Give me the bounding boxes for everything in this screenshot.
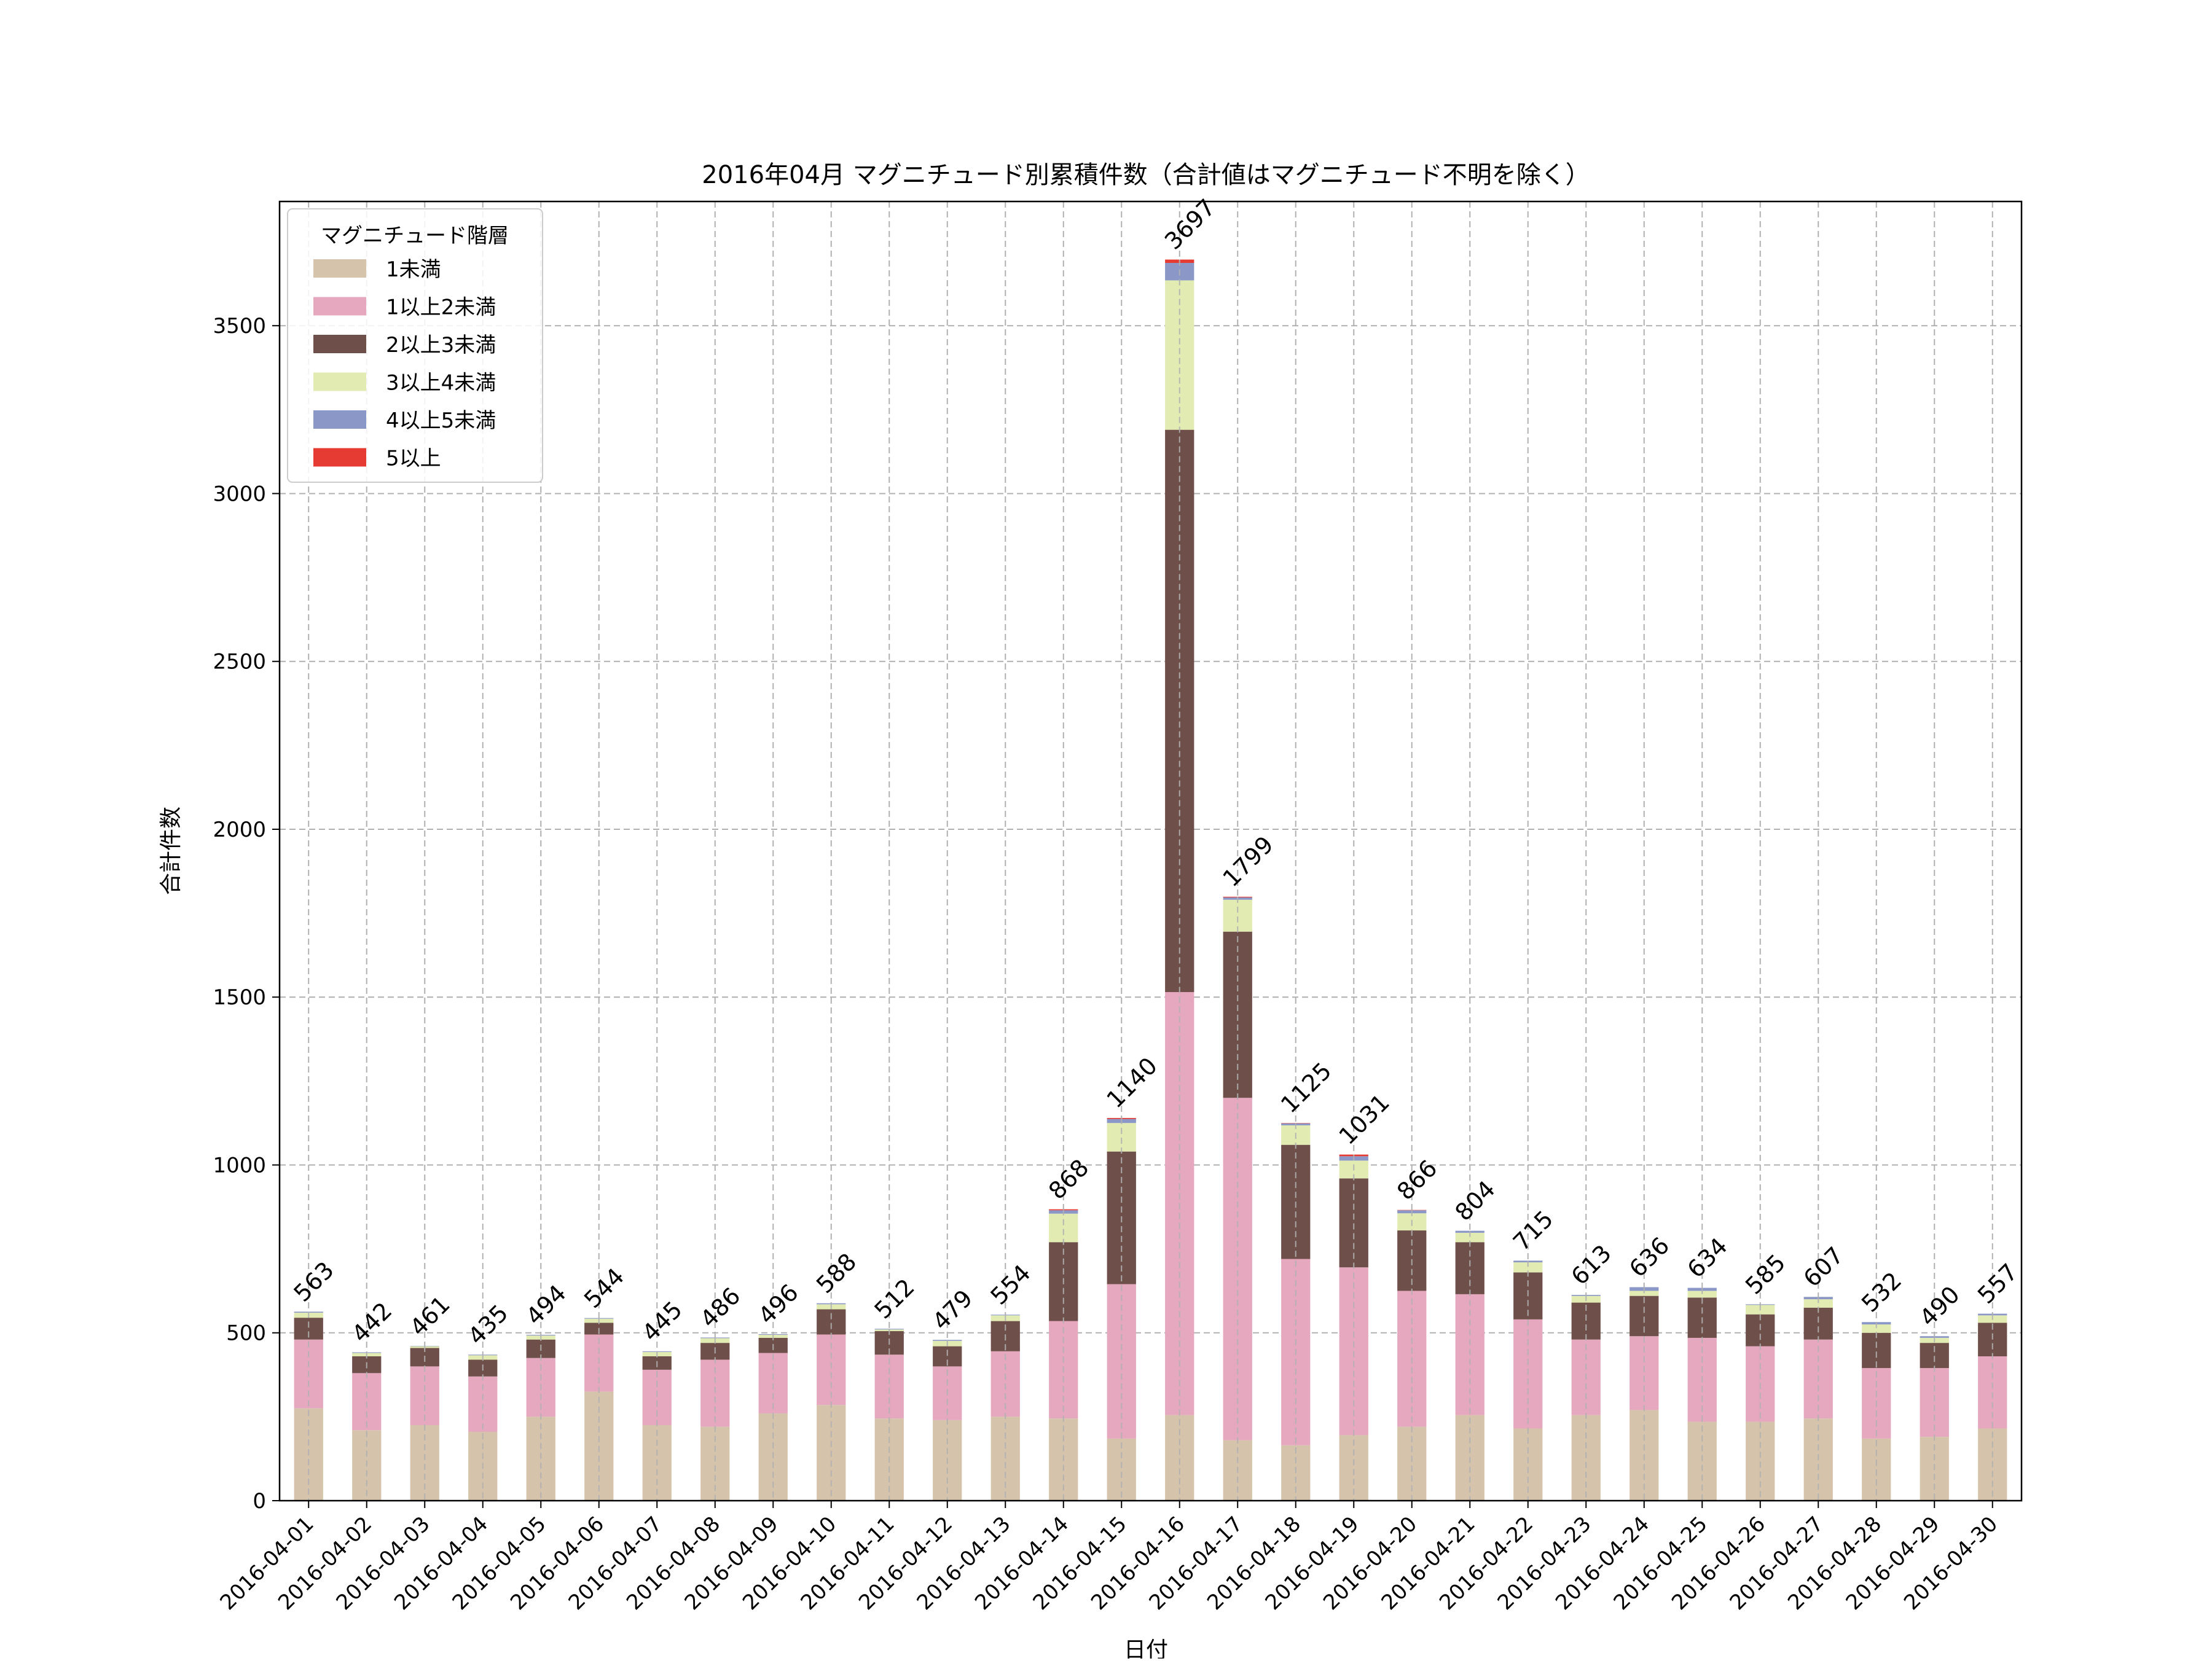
bar-segment	[1165, 1415, 1194, 1501]
bar-segment	[817, 1309, 846, 1335]
legend-swatch	[313, 410, 366, 429]
x-axis-label: 日付	[1124, 1638, 1168, 1659]
bar-segment	[1862, 1324, 1891, 1333]
y-tick-label: 0	[253, 1489, 266, 1514]
bar-segment	[990, 1417, 1020, 1501]
bar-segment	[1107, 1123, 1136, 1152]
legend-swatch	[313, 448, 366, 467]
legend: マグニチュード階層 1未満 1以上2未満 2以上3未満 3以上4未満 4以上5未満 5以上	[287, 208, 543, 483]
y-tick-label: 2000	[213, 818, 266, 842]
legend-entry-label: 1以上2未満	[386, 295, 496, 320]
bar-segment	[1107, 1438, 1136, 1501]
bar-segment	[1687, 1291, 1717, 1298]
y-tick-label: 3000	[213, 482, 266, 506]
bar-segment	[1165, 429, 1194, 993]
bar-segment	[1455, 1232, 1484, 1243]
bar-segment	[1630, 1291, 1659, 1296]
y-tick-label: 2500	[213, 650, 266, 674]
bar-segment	[1049, 1213, 1078, 1243]
bar-segment	[1803, 1307, 1833, 1340]
legend-title: マグニチュード階層	[321, 224, 509, 248]
y-tick-label: 500	[226, 1321, 266, 1346]
y-tick-label: 1500	[213, 985, 266, 1010]
legend-swatch	[313, 259, 366, 278]
legend-entry-label: 5以上	[386, 447, 441, 471]
legend-entry-label: 4以上5未満	[386, 408, 496, 433]
legend-swatch	[313, 335, 366, 353]
bar-segment	[1803, 1299, 1833, 1308]
y-tick-label: 1000	[213, 1153, 266, 1178]
bar-segment	[642, 1369, 672, 1426]
legend-swatch	[313, 297, 366, 316]
bar-segment	[1165, 280, 1194, 430]
chart-title: 2016年04月 マグニチュード別累積件数（合計値はマグニチュード不明を除く）	[702, 161, 1590, 189]
legend-swatch	[313, 372, 366, 391]
bar-segment	[1455, 1242, 1484, 1294]
plot-frame	[278, 200, 2023, 1502]
bars	[294, 259, 2007, 1501]
y-tick-label: 3500	[213, 314, 266, 338]
y-axis-label: 合計件数	[159, 807, 184, 895]
legend-entry-label: 3以上4未満	[386, 371, 496, 396]
bar-segment	[1339, 1178, 1368, 1268]
bar-segment	[1513, 1262, 1543, 1273]
legend-entry-label: 2以上3未満	[386, 333, 496, 358]
legend-entry-label: 1未満	[386, 257, 441, 282]
